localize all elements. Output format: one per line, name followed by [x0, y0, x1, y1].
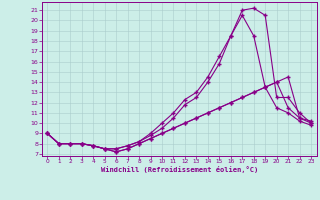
X-axis label: Windchill (Refroidissement éolien,°C): Windchill (Refroidissement éolien,°C): [100, 166, 258, 173]
